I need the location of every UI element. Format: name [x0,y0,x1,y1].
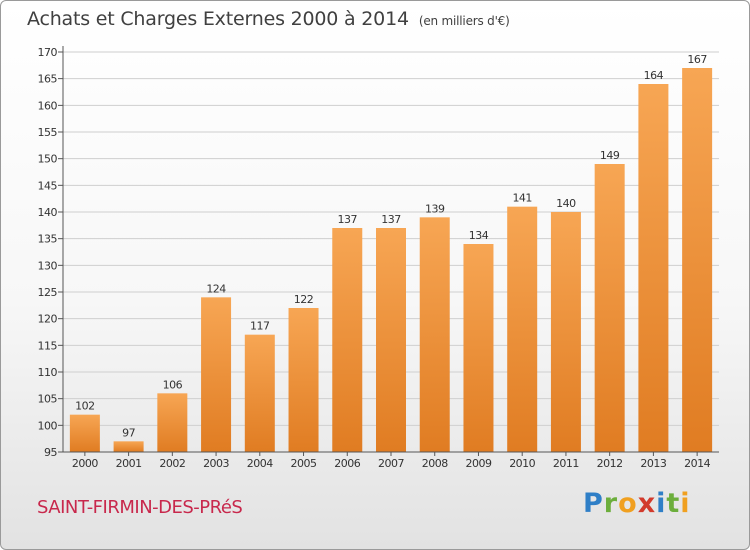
x-tick-label: 2007 [378,457,404,470]
y-tick-label: 120 [38,313,58,326]
labels: 102 97 106 124 117 122 137 137 139 134 141 140 149 16… [75,53,708,439]
axes: 95 100 105 110 115 120 125 130 135 140 145 150 155 16… [38,46,719,470]
y-tick-label: 160 [38,99,58,112]
bar [244,334,275,452]
data-label: 140 [556,197,576,210]
data-label: 137 [338,213,358,226]
x-tick-label: 2001 [116,457,142,470]
x-tick-label: 2009 [465,457,491,470]
data-label: 97 [122,426,135,439]
x-tick-label: 2010 [509,457,535,470]
y-tick-label: 140 [38,206,58,219]
bar [682,68,713,452]
y-tick-label: 155 [38,126,58,139]
bar [201,297,232,452]
x-tick-label: 2000 [72,457,98,470]
y-tick-label: 100 [38,419,58,432]
y-tick-label: 95 [44,446,57,459]
data-label: 122 [294,293,314,306]
brand-letter: x [637,488,657,519]
chart-title: Achats et Charges Externes 2000 à 2014 (e… [27,8,510,30]
bars [69,68,713,452]
bar [419,217,450,452]
bar [638,84,669,452]
chart-title-text: Achats et Charges Externes 2000 à 2014 [27,8,409,30]
bar [69,414,100,452]
y-tick-label: 170 [38,46,58,59]
brand-letter: i [680,488,691,519]
data-label: 124 [206,282,226,295]
data-label: 106 [163,378,183,391]
bar [507,206,538,452]
data-label: 137 [381,213,401,226]
data-label: 167 [687,53,707,66]
commune-name: SAINT-FIRMIN-DES-PRéS [37,497,243,518]
bar [550,212,581,452]
y-tick-label: 130 [38,259,58,272]
x-tick-label: 2013 [640,457,666,470]
y-tick-label: 110 [38,366,58,379]
y-tick-label: 135 [38,233,58,246]
bar [288,308,319,452]
proxiti-logo: Proxiti [583,488,691,519]
bar [376,228,406,452]
data-label: 141 [512,192,532,205]
chart-subtitle: (en milliers d'€) [418,14,510,28]
x-tick-label: 2014 [684,457,710,470]
bar [332,228,363,452]
x-tick-label: 2005 [291,457,317,470]
x-tick-label: 2012 [597,457,623,470]
data-label: 117 [250,320,270,333]
bar [113,441,144,452]
y-tick-label: 115 [38,339,58,352]
brand-letter: r [603,488,619,519]
x-tick-label: 2008 [422,457,448,470]
x-tick-label: 2011 [553,457,579,470]
y-tick-label: 125 [38,286,58,299]
brand-letter: i [656,488,667,519]
y-tick-label: 150 [38,153,58,166]
data-label: 149 [600,149,620,162]
data-label: 139 [425,202,445,215]
brand-letter: P [583,488,604,519]
data-label: 134 [469,229,489,242]
x-tick-label: 2004 [247,457,273,470]
data-label: 164 [644,69,664,82]
brand-letter: o [618,488,638,519]
x-tick-label: 2002 [159,457,185,470]
y-tick-label: 165 [38,73,58,86]
y-tick-label: 105 [38,393,58,406]
x-tick-label: 2003 [203,457,229,470]
bar [594,164,625,452]
brand-letter: t [666,488,681,519]
bar [463,244,494,452]
data-label: 102 [75,400,95,413]
y-tick-label: 145 [38,179,58,192]
x-tick-label: 2006 [334,457,360,470]
bar [157,393,188,452]
